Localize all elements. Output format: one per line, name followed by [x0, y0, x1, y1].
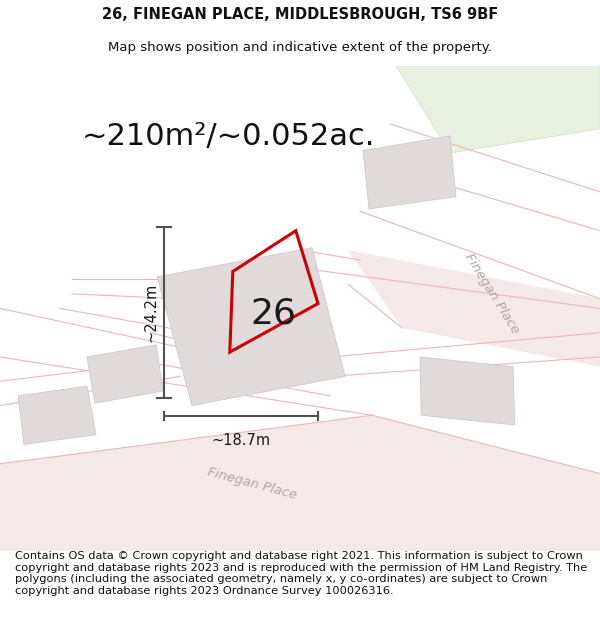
Polygon shape — [157, 248, 345, 406]
Polygon shape — [0, 415, 600, 551]
Text: ~18.7m: ~18.7m — [211, 433, 271, 448]
Text: Finegan Place: Finegan Place — [462, 251, 522, 336]
Text: ~210m²/~0.052ac.: ~210m²/~0.052ac. — [82, 121, 374, 151]
Text: 26, FINEGAN PLACE, MIDDLESBROUGH, TS6 9BF: 26, FINEGAN PLACE, MIDDLESBROUGH, TS6 9B… — [102, 7, 498, 22]
Polygon shape — [18, 386, 96, 444]
Text: 26: 26 — [250, 296, 296, 330]
Text: ~24.2m: ~24.2m — [143, 282, 158, 342]
Polygon shape — [396, 66, 600, 153]
Polygon shape — [87, 345, 163, 403]
Text: Finegan Place: Finegan Place — [206, 465, 298, 501]
Polygon shape — [363, 136, 456, 209]
Text: Map shows position and indicative extent of the property.: Map shows position and indicative extent… — [108, 41, 492, 54]
Polygon shape — [348, 250, 600, 367]
Text: Contains OS data © Crown copyright and database right 2021. This information is : Contains OS data © Crown copyright and d… — [15, 551, 587, 596]
Polygon shape — [420, 357, 515, 425]
